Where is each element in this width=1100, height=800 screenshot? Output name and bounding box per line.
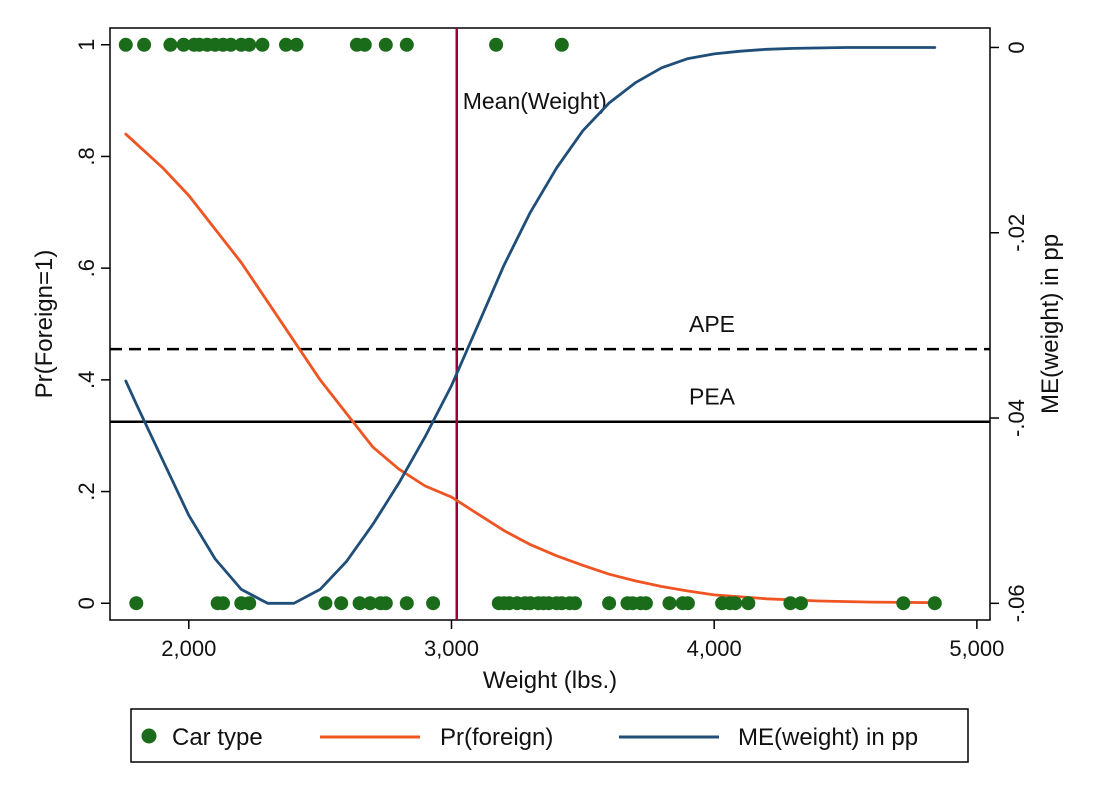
car-type-point: [927, 596, 942, 611]
car-type-point: [728, 596, 743, 611]
y-left-tick-label: .6: [74, 259, 99, 277]
car-type-point: [223, 37, 238, 52]
y-right-tick-label: -.06: [1004, 584, 1029, 622]
y-left-tick-label: .4: [74, 371, 99, 389]
car-type-point: [662, 596, 677, 611]
car-type-point: [129, 596, 144, 611]
plot-content: APE PEA Mean(Weight): [110, 28, 990, 620]
y-left-tick-label: 0: [74, 597, 99, 609]
ref-label-ape: APE: [689, 311, 735, 337]
car-type-point: [216, 596, 230, 611]
x-tick-label: 3,000: [424, 636, 479, 661]
car-type-point: [568, 596, 582, 611]
legend-label-pr-foreign: Pr(foreign): [440, 724, 553, 751]
legend-box: [130, 708, 969, 763]
car-type-point: [357, 37, 372, 52]
pr-foreign-line: [124, 132, 937, 605]
car-type-point: [289, 37, 304, 52]
y-axis-title-right: ME(weight) in pp: [1037, 234, 1064, 414]
y-axis-title-left: Pr(Foreign=1): [31, 250, 58, 399]
car-type-point: [554, 37, 569, 52]
legend-symbol-car-type: [141, 728, 157, 744]
car-type-point: [378, 37, 393, 52]
car-type-point: [176, 37, 191, 52]
car-type-point: [255, 37, 270, 52]
car-type-point: [242, 596, 257, 611]
car-type-point: [638, 596, 653, 611]
car-type-point: [279, 37, 293, 52]
ref-label-pea: PEA: [689, 384, 736, 410]
x-tick-label: 2,000: [161, 636, 216, 661]
car-type-point: [783, 596, 798, 611]
axes: 2,000 3,000 4,000 5,000 0 .2 .4 .6 .8 1 0 -.02 -.04 -…: [74, 39, 1029, 661]
x-tick-label: 5,000: [949, 636, 1004, 661]
mean-weight-label: Mean(Weight): [463, 88, 607, 114]
car-type-point: [680, 596, 695, 611]
y-right-tick-label: -.04: [1004, 399, 1029, 437]
car-type-point: [399, 37, 414, 52]
car-type-point: [426, 596, 441, 611]
car-type-point: [163, 37, 178, 52]
car-type-point: [352, 596, 367, 611]
car-type-point: [896, 596, 911, 611]
car-type-point: [137, 37, 152, 52]
car-type-point: [489, 37, 504, 52]
y-left-tick-label: 1: [74, 39, 99, 51]
legend: Car type Pr(foreign) ME(weight) in pp: [130, 708, 969, 763]
car-type-point: [318, 596, 333, 611]
y-right-tick-label: -.02: [1004, 214, 1029, 252]
me-weight-line: [124, 46, 937, 605]
car-type-point: [378, 596, 393, 611]
car-type-point: [399, 596, 414, 611]
plot-frame: [109, 27, 991, 621]
car-type-point: [118, 37, 133, 52]
car-type-point: [602, 596, 617, 611]
legend-label-car-type: Car type: [172, 724, 263, 751]
x-axis-title: Weight (lbs.): [483, 667, 617, 694]
car-type-point: [793, 596, 808, 611]
y-left-tick-label: .8: [74, 147, 99, 165]
car-type-point: [242, 37, 257, 52]
car-type-point: [334, 596, 349, 611]
legend-label-me-weight: ME(weight) in pp: [738, 724, 918, 751]
y-right-tick-label: 0: [1004, 41, 1029, 53]
x-tick-label: 4,000: [687, 636, 742, 661]
y-left-tick-label: .2: [74, 482, 99, 500]
car-type-point: [741, 596, 756, 611]
car-type-point: [363, 596, 378, 611]
